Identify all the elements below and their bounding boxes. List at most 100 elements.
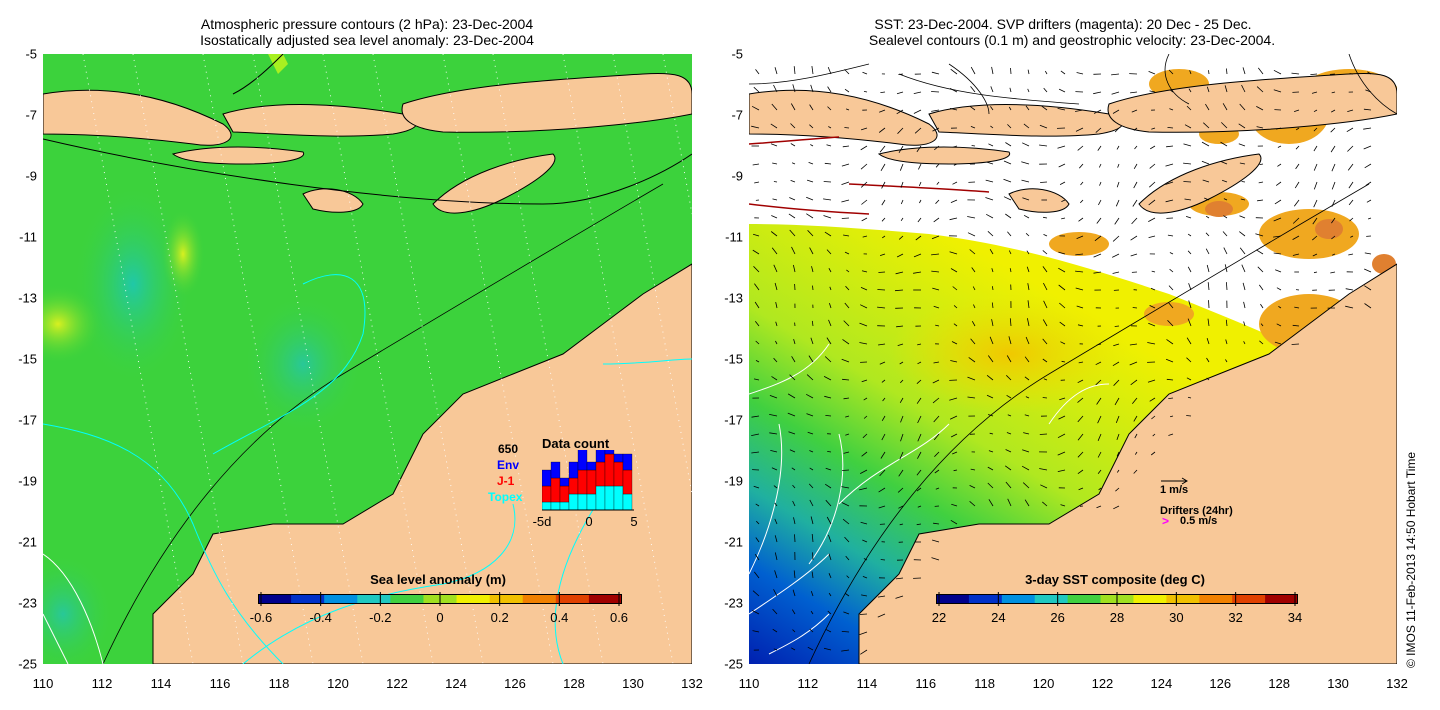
velocity-arrow <box>1223 198 1228 201</box>
velocity-arrow <box>1007 498 1012 507</box>
velocity-arrow <box>1165 199 1174 203</box>
velocity-arrow <box>1295 145 1300 150</box>
velocity-arrow <box>916 523 922 526</box>
velocity-arrow <box>806 213 814 219</box>
velocity-arrow <box>828 534 832 543</box>
right-x-axis-label: 130 <box>1327 676 1349 691</box>
velocity-arrow <box>807 646 814 651</box>
velocity-arrow <box>895 271 904 275</box>
right-y-axis-label: -17 <box>724 412 743 428</box>
velocity-arrow <box>773 485 778 489</box>
velocity-arrow <box>1241 181 1246 183</box>
velocity-arrow <box>1130 379 1138 386</box>
data-count-bar-env <box>622 453 633 471</box>
velocity-arrow <box>790 647 796 651</box>
velocity-arrow <box>861 379 868 383</box>
velocity-arrow <box>950 68 958 75</box>
right-x-axis-label: 110 <box>738 676 760 691</box>
velocity-arrow <box>1059 181 1066 185</box>
velocity-arrow <box>1313 271 1318 274</box>
velocity-arrow <box>1188 283 1192 291</box>
velocity-arrow <box>952 145 958 148</box>
velocity-arrow <box>1165 181 1174 185</box>
velocity-arrow <box>932 379 940 384</box>
velocity-arrow <box>970 338 976 345</box>
velocity-arrow <box>1058 88 1066 93</box>
velocity-arrow <box>752 630 760 633</box>
velocity-arrow <box>1043 282 1048 291</box>
velocity-arrow <box>1025 233 1030 237</box>
velocity-arrow <box>792 629 796 633</box>
velocity-arrow <box>1042 319 1048 327</box>
velocity-arrow <box>1348 253 1354 256</box>
velocity-arrow <box>791 609 796 615</box>
velocity-arrow <box>931 235 940 240</box>
velocity-arrow <box>823 376 832 381</box>
velocity-arrow <box>1025 336 1030 345</box>
velocity-arrow <box>1225 319 1228 327</box>
velocity-arrow <box>1148 322 1156 327</box>
data-count-bar-env <box>613 453 624 463</box>
velocity-arrow <box>1187 233 1192 237</box>
velocity-arrow <box>987 414 994 417</box>
velocity-arrow <box>933 217 940 223</box>
velocity-arrow <box>917 433 922 442</box>
velocity-arrow <box>896 325 904 328</box>
velocity-arrow <box>931 91 940 93</box>
velocity-arrow <box>773 648 778 651</box>
velocity-arrow <box>752 163 760 166</box>
velocity-arrow <box>1009 318 1012 327</box>
velocity-arrow <box>949 108 958 111</box>
velocity-arrow <box>1077 145 1084 151</box>
velocity-arrow <box>1169 268 1174 273</box>
velocity-arrow <box>1043 378 1048 381</box>
velocity-arrow <box>1331 235 1336 240</box>
velocity-arrow <box>967 396 976 399</box>
velocity-arrow <box>1097 415 1102 424</box>
velocity-arrow <box>1148 217 1156 222</box>
velocity-arrow <box>987 482 994 489</box>
velocity-arrow <box>1273 235 1282 238</box>
velocity-arrow <box>1113 505 1120 510</box>
velocity-arrow <box>934 145 940 151</box>
velocity-arrow <box>1187 396 1192 399</box>
velocity-arrow <box>793 264 796 273</box>
velocity-arrow <box>755 537 760 543</box>
velocity-arrow <box>935 199 940 204</box>
velocity-arrow <box>753 571 760 579</box>
velocity-arrow <box>824 483 832 489</box>
velocity-arrow <box>1224 264 1228 273</box>
velocity-arrow <box>809 450 814 453</box>
velocity-arrow <box>1150 287 1156 291</box>
velocity-arrow <box>934 469 940 474</box>
data-count-bar-j1 <box>542 485 552 503</box>
velocity-arrow <box>913 91 922 94</box>
velocity-arrow <box>900 217 904 222</box>
velocity-arrow <box>1277 163 1282 167</box>
velocity-arrow <box>773 264 778 273</box>
velocity-arrow <box>898 235 904 240</box>
velocity-arrow <box>1311 91 1318 94</box>
velocity-arrow <box>931 109 940 112</box>
velocity-arrow <box>991 268 994 273</box>
velocity-arrow <box>1113 343 1120 347</box>
velocity-arrow <box>829 286 832 291</box>
velocity-arrow <box>1292 235 1300 240</box>
velocity-arrow <box>1273 89 1282 93</box>
velocity-arrow <box>900 181 904 188</box>
data-count-total: 650 <box>498 442 519 456</box>
velocity-arrow <box>1132 307 1138 309</box>
velocity-arrow <box>1186 377 1192 381</box>
velocity-arrow <box>1275 127 1282 130</box>
velocity-arrow <box>827 106 832 111</box>
velocity-arrow <box>1239 215 1246 219</box>
left-x-axis-label: 118 <box>268 676 290 691</box>
left-colorbar-segment <box>258 594 292 604</box>
velocity-arrow <box>1078 361 1084 364</box>
velocity-arrow <box>932 127 940 132</box>
left-colorbar-label: -0.2 <box>369 610 392 625</box>
velocity-arrow <box>949 217 958 221</box>
velocity-arrow <box>863 558 868 561</box>
velocity-arrow <box>1239 162 1246 165</box>
velocity-arrow <box>1133 163 1138 170</box>
